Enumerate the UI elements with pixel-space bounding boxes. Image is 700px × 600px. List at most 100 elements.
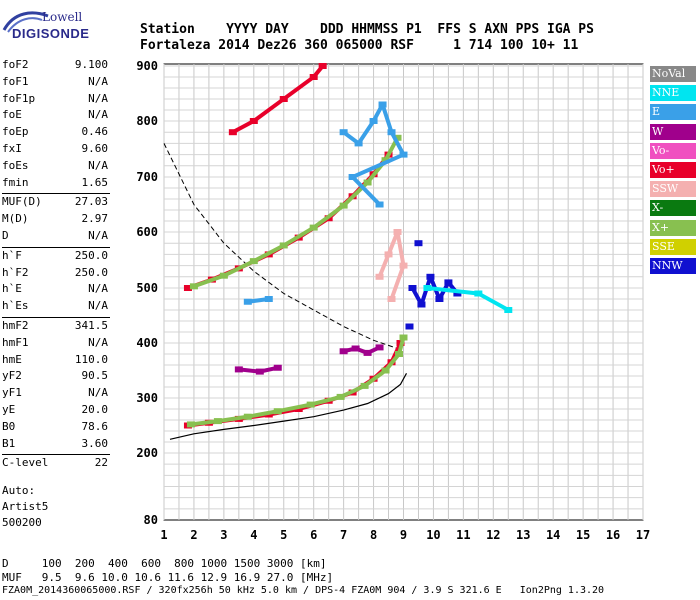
echo-trace (355, 118, 377, 147)
x-tick-label: 2 (190, 528, 197, 542)
param-value: 27.03 (74, 195, 108, 209)
echo-trace (188, 418, 221, 427)
echo-trace (380, 101, 395, 135)
x-tick-label: 9 (400, 528, 407, 542)
file-info-footer: FZA0M_2014360065000.RSF / 320fx256h 50 k… (2, 585, 605, 596)
param-name: foEs (2, 158, 29, 172)
legend-item: Vo+ (650, 162, 696, 178)
echo-trace (310, 202, 347, 231)
y-tick-label: 700 (136, 170, 158, 184)
header-labels: Station YYYY DAY DDD HHMMSS P1 FFS S AXN… (140, 22, 594, 37)
y-tick-label: 900 (136, 59, 158, 73)
echo-trace (221, 258, 257, 279)
echo-trace (349, 174, 383, 208)
param-value: 78.6 (81, 419, 109, 433)
param-value: 110.0 (74, 352, 108, 366)
param-name: yF1 (2, 386, 22, 400)
echo-point (393, 134, 402, 141)
param-name: h`F (2, 248, 22, 262)
x-tick-label: 16 (606, 528, 620, 542)
legend-item: X- (650, 200, 696, 217)
param-row: h`F 250.0 (2, 249, 108, 265)
profile-solid-line (169, 373, 408, 440)
param-row: h`Es N/A (2, 299, 108, 315)
param-value: N/A (88, 108, 108, 122)
param-name: C-level (2, 456, 49, 470)
param-name: yE (2, 403, 16, 416)
x-tick-label: 17 (636, 528, 650, 542)
x-tick-label: 10 (426, 528, 440, 542)
param-value: N/A (88, 229, 108, 242)
x-tick-label: 15 (576, 528, 590, 542)
param-name: fxI (2, 142, 22, 155)
param-value: 250.0 (74, 248, 108, 262)
echo-point (453, 290, 462, 297)
legend-item: NoVal (650, 66, 696, 82)
y-tick-label: 200 (136, 446, 158, 460)
param-value: 9.100 (74, 58, 108, 71)
param-row: fxI 9.60 (2, 142, 108, 158)
param-name: MUF(D) (2, 195, 42, 209)
x-tick-label: 13 (516, 528, 530, 542)
param-value: N/A (88, 282, 108, 296)
param-row: M(D) 2.97 (2, 212, 108, 228)
echo-point (375, 344, 384, 351)
param-row: C-level 22 (2, 456, 108, 472)
y-tick-label: 600 (136, 225, 158, 239)
param-row: foEp 0.46 (2, 125, 108, 141)
y-tick-label: 400 (136, 336, 158, 350)
param-separator (2, 454, 110, 456)
auto-label: Auto: (2, 484, 36, 497)
param-separator (2, 246, 110, 248)
y-tick-label: 80 (144, 513, 158, 527)
param-row: B0 78.6 (2, 420, 108, 436)
logo-swoosh-icon (2, 11, 49, 33)
param-name: M(D) (2, 212, 29, 226)
echo-point (405, 323, 414, 330)
param-row: hmF2 341.5 (2, 319, 108, 335)
muf-row: MUF 9.5 9.6 10.0 10.6 11.6 12.9 16.9 27.… (2, 571, 334, 584)
echo-trace (376, 251, 392, 280)
param-value: N/A (88, 335, 108, 349)
param-name: yF2 (2, 369, 22, 383)
param-value: 90.5 (81, 369, 109, 383)
param-value: 3.60 (81, 436, 109, 450)
param-name: h`F2 (2, 265, 29, 279)
y-tick-label: 300 (136, 391, 158, 405)
echo-point (387, 296, 396, 302)
echo-trace (425, 285, 481, 296)
param-row: foF2 9.100 (2, 58, 108, 74)
x-tick-label: 4 (250, 528, 257, 542)
param-row: yE 20.0 (2, 403, 108, 419)
x-tick-label: 8 (370, 528, 377, 542)
param-value: 0.46 (81, 125, 109, 139)
legend-item: E (650, 104, 696, 121)
echo-point (504, 307, 513, 313)
param-name: fmin (2, 175, 29, 189)
y-tick-label: 500 (136, 281, 158, 295)
auto-artist: Artist5 (2, 500, 49, 513)
legend-item: SSE (650, 238, 696, 255)
param-name: foF1 (2, 74, 29, 88)
header-values: Fortaleza 2014 Dez26 360 065000 RSF 1 71… (140, 38, 579, 53)
param-name: foEp (2, 125, 29, 139)
echo-point (318, 63, 327, 69)
param-row: h`E N/A (2, 282, 108, 298)
param-value: N/A (88, 386, 108, 400)
param-name: hmE (2, 352, 22, 366)
echo-point (243, 298, 252, 305)
legend-item: X+ (650, 219, 696, 236)
echo-trace (251, 242, 287, 264)
echo-trace (388, 263, 407, 302)
echo-point (414, 240, 423, 247)
param-value: 250.0 (74, 265, 108, 279)
echo-trace (395, 229, 406, 268)
param-value: N/A (88, 91, 108, 105)
param-value: 2.97 (81, 212, 109, 226)
param-name: B0 (2, 419, 16, 433)
legend-item: NNW (650, 258, 696, 274)
legend-item: NNE (650, 85, 696, 102)
x-tick-label: 12 (486, 528, 500, 542)
param-row: foE N/A (2, 108, 108, 124)
param-row: h`F2 250.0 (2, 266, 108, 282)
